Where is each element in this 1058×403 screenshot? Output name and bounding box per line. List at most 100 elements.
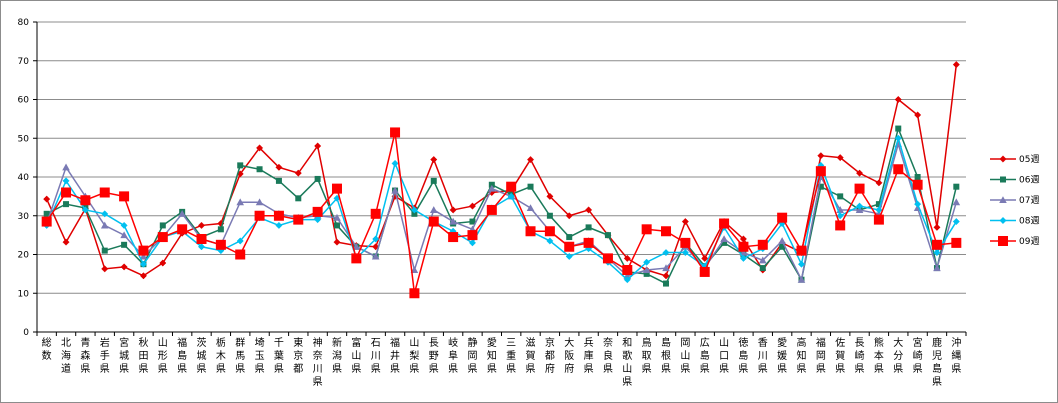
data-point	[314, 175, 321, 182]
data-point	[101, 210, 109, 218]
x-tick-label: 栃木県	[216, 336, 226, 375]
legend-label: 08週	[1019, 216, 1039, 227]
data-point	[642, 266, 651, 274]
x-tick-label: 岐阜県	[448, 336, 458, 375]
x-tick-label: 大阪府	[564, 336, 574, 375]
data-point	[701, 254, 709, 262]
legend-marker	[998, 236, 1008, 246]
data-point	[546, 192, 554, 200]
x-tick-label: 福島県	[177, 336, 187, 375]
data-point	[797, 260, 806, 268]
x-tick-label: 山梨県	[409, 337, 419, 375]
y-tick-label: 60	[18, 96, 30, 106]
data-point	[43, 195, 51, 203]
data-point	[236, 198, 245, 206]
data-point	[952, 198, 961, 206]
data-point	[294, 169, 302, 177]
data-point	[80, 195, 91, 206]
data-point	[952, 61, 960, 69]
data-point	[157, 232, 168, 243]
data-point	[855, 169, 864, 177]
legend-entry: 05週	[990, 154, 1039, 165]
data-point	[759, 265, 766, 272]
data-point	[236, 237, 244, 245]
data-point	[739, 254, 747, 262]
data-point	[449, 206, 457, 214]
data-point	[370, 208, 381, 219]
data-point	[933, 223, 941, 231]
data-point	[720, 235, 728, 243]
data-point	[641, 224, 652, 235]
y-tick-label: 20	[18, 251, 30, 261]
data-point	[585, 206, 593, 214]
series-09週	[41, 127, 962, 299]
data-point	[391, 159, 399, 167]
data-point	[662, 264, 670, 272]
data-point	[215, 239, 226, 250]
data-point	[875, 201, 882, 208]
x-tick-label: 神奈川県	[313, 336, 323, 388]
data-point	[488, 184, 496, 192]
data-point	[120, 221, 128, 229]
legend-entry: 08週	[990, 216, 1039, 227]
x-tick-label: 宮崎県	[913, 336, 923, 375]
data-point	[100, 221, 109, 229]
x-tick-label: 奈良県	[603, 336, 613, 375]
data-point	[371, 252, 380, 260]
x-tick-label: 青森県	[80, 336, 90, 375]
data-point	[912, 179, 923, 190]
data-point	[680, 237, 691, 248]
data-point	[428, 216, 439, 227]
data-point	[506, 181, 517, 192]
data-point	[411, 210, 418, 217]
x-axis: 総数北海道青森県岩手県宮城県秋田県山形県福島県茨城県栃木県群馬県埼玉県千葉県東京…	[36, 332, 967, 388]
data-point	[873, 214, 884, 225]
x-tick-label: 和歌山県	[622, 337, 632, 388]
y-tick-label: 30	[18, 212, 30, 222]
data-point	[507, 192, 515, 200]
data-point	[623, 254, 631, 262]
x-tick-label: 香川県	[758, 337, 768, 375]
x-tick-label: 長野県	[429, 337, 439, 375]
series-06週	[43, 125, 960, 287]
x-tick-label: 富山県	[351, 336, 361, 375]
data-point	[159, 222, 166, 229]
data-point	[662, 272, 670, 280]
data-point	[837, 193, 844, 200]
x-tick-label: 山形県	[158, 337, 168, 375]
data-point	[662, 249, 670, 257]
x-tick-label: 長崎県	[855, 337, 865, 375]
data-point	[409, 288, 420, 299]
data-point	[275, 163, 283, 171]
data-point	[449, 217, 457, 225]
data-point	[197, 243, 206, 251]
data-point	[372, 235, 380, 243]
series-layer	[41, 61, 962, 299]
legend: 05週 06週 07週 08週 09週	[990, 154, 1039, 247]
x-tick-label: 広島県	[700, 336, 710, 375]
data-point	[758, 256, 767, 264]
data-point	[835, 220, 846, 231]
data-point	[139, 272, 148, 280]
x-tick-label: 大分県	[893, 336, 903, 375]
data-point	[526, 204, 535, 212]
data-point	[275, 177, 282, 184]
data-point	[62, 177, 70, 185]
data-point	[486, 204, 497, 215]
data-point	[953, 183, 960, 190]
data-point	[643, 258, 651, 266]
data-point	[333, 238, 341, 246]
y-tick-label: 10	[18, 289, 30, 299]
x-tick-label: 岡山県	[680, 337, 690, 375]
data-point	[62, 163, 70, 171]
data-point	[875, 206, 883, 214]
data-point	[43, 210, 50, 217]
data-point	[875, 179, 883, 187]
x-tick-label: 熊本県	[874, 336, 884, 375]
data-point	[933, 249, 941, 257]
x-tick-label: 千葉県	[274, 337, 284, 375]
data-point	[721, 239, 728, 246]
legend-entry: 09週	[990, 236, 1039, 247]
data-point	[526, 156, 535, 164]
x-tick-label: 秋田県	[138, 336, 148, 375]
